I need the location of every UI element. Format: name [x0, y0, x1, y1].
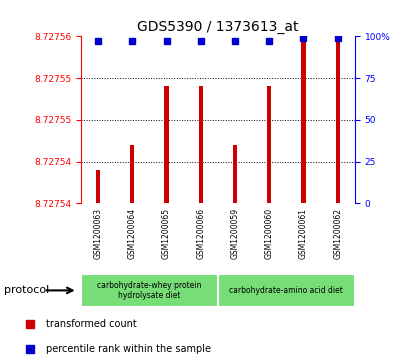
Text: protocol: protocol — [4, 285, 49, 295]
Text: GSM1200060: GSM1200060 — [265, 208, 274, 259]
Bar — [81, 274, 218, 307]
Bar — [233, 145, 237, 203]
Text: percentile rank within the sample: percentile rank within the sample — [46, 344, 211, 354]
Text: GSM1200062: GSM1200062 — [333, 208, 342, 259]
Bar — [130, 145, 134, 203]
Text: GSM1200063: GSM1200063 — [93, 208, 103, 259]
Text: carbohydrate-whey protein
hydrolysate diet: carbohydrate-whey protein hydrolysate di… — [97, 281, 202, 300]
Text: GSM1200061: GSM1200061 — [299, 208, 308, 259]
Text: transformed count: transformed count — [46, 319, 137, 329]
Bar — [164, 86, 168, 203]
Text: GSM1200064: GSM1200064 — [128, 208, 137, 259]
Bar — [267, 86, 271, 203]
Text: GSM1200065: GSM1200065 — [162, 208, 171, 259]
Bar — [336, 36, 340, 203]
Text: carbohydrate-amino acid diet: carbohydrate-amino acid diet — [229, 286, 343, 295]
Bar — [199, 86, 203, 203]
Bar — [218, 274, 355, 307]
Bar — [96, 170, 100, 203]
Bar — [301, 36, 305, 203]
Text: GSM1200066: GSM1200066 — [196, 208, 205, 259]
Title: GDS5390 / 1373613_at: GDS5390 / 1373613_at — [137, 20, 299, 34]
Text: GSM1200059: GSM1200059 — [230, 208, 239, 259]
